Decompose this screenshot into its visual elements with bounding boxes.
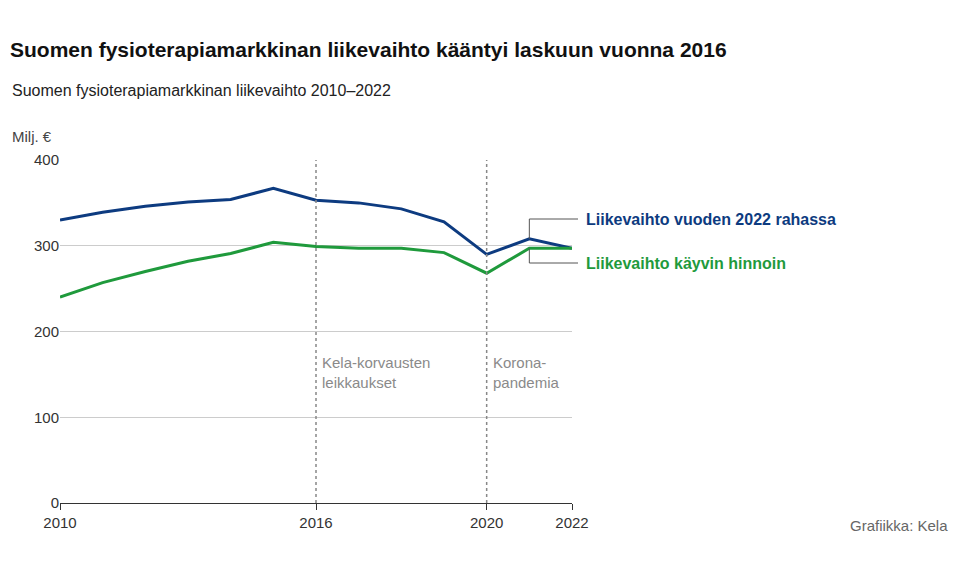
svg-text:400: 400	[34, 151, 59, 168]
svg-text:Liikevaihto käyvin hinnoin: Liikevaihto käyvin hinnoin	[586, 255, 786, 272]
svg-text:Milj. €: Milj. €	[12, 128, 52, 145]
svg-text:2022: 2022	[555, 514, 588, 531]
svg-text:Grafiikka: Kela: Grafiikka: Kela	[850, 517, 948, 534]
svg-text:0: 0	[51, 494, 59, 511]
svg-text:Liikevaihto vuoden 2022 rahass: Liikevaihto vuoden 2022 rahassa	[586, 211, 836, 228]
svg-text:100: 100	[34, 409, 59, 426]
svg-text:Suomen fysioterapiamarkkinan l: Suomen fysioterapiamarkkinan liikevaihto…	[12, 82, 391, 99]
svg-text:2016: 2016	[299, 514, 332, 531]
svg-text:Suomen fysioterapiamarkkinan l: Suomen fysioterapiamarkkinan liikevaihto…	[10, 38, 727, 61]
svg-text:2020: 2020	[470, 514, 503, 531]
svg-text:2010: 2010	[43, 514, 76, 531]
svg-text:300: 300	[34, 237, 59, 254]
svg-text:Korona-pandemia: Korona-pandemia	[493, 354, 560, 391]
svg-text:Kela-korvaustenleikkaukset: Kela-korvaustenleikkaukset	[322, 354, 430, 391]
svg-text:200: 200	[34, 323, 59, 340]
